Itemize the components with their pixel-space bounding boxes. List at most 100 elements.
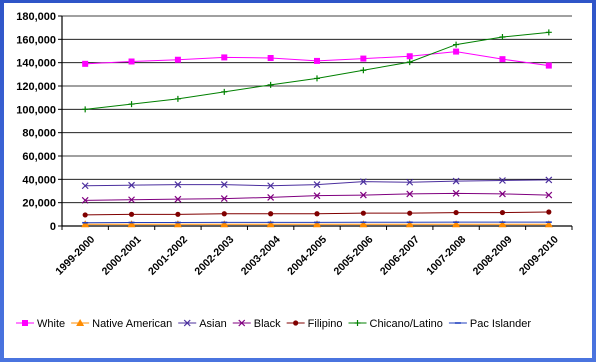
data-point <box>183 319 191 327</box>
data-point <box>498 220 507 228</box>
data-point <box>128 196 135 204</box>
data-point <box>267 55 274 61</box>
series-pac-islander <box>82 221 552 224</box>
data-point <box>453 209 459 216</box>
legend-item-filipino: Filipino <box>286 318 343 330</box>
data-point <box>499 34 506 40</box>
y-tick-label: 180,000 <box>16 11 56 23</box>
grid-lines <box>62 15 572 204</box>
series-white <box>82 48 552 69</box>
data-point <box>406 59 413 66</box>
data-point <box>313 192 321 200</box>
y-tick-label: 80,000 <box>22 128 56 140</box>
data-point <box>174 181 182 189</box>
x-tick-label: 2003-2004 <box>239 234 283 278</box>
series-asian <box>81 176 553 190</box>
x-tick-label: 2004-2005 <box>285 234 329 278</box>
y-tick-label: 160,000 <box>16 34 56 46</box>
data-point <box>499 190 506 198</box>
data-point <box>314 75 320 82</box>
data-point <box>314 57 320 64</box>
data-point <box>175 211 181 217</box>
legend-item-black: Black <box>232 318 281 330</box>
data-point <box>314 211 320 217</box>
data-point <box>546 209 552 215</box>
data-point <box>452 220 461 228</box>
data-point <box>544 220 553 228</box>
data-point <box>406 190 414 198</box>
data-point <box>293 320 299 326</box>
series-layer <box>81 29 553 228</box>
y-tick-labels: 0 20,000 40,000 60,000 80,000 100,000 120,000 1… <box>16 11 56 233</box>
legend-label: White <box>37 318 65 330</box>
data-point <box>545 29 552 36</box>
series-line <box>85 31 549 110</box>
data-point <box>82 212 88 218</box>
data-point <box>221 211 227 217</box>
y-tick-label: 100,000 <box>16 104 56 116</box>
data-point <box>127 220 136 228</box>
y-tick-label: 120,000 <box>16 81 56 93</box>
data-point <box>82 60 89 67</box>
data-point <box>453 48 460 55</box>
data-point <box>360 67 367 74</box>
data-point <box>76 319 85 326</box>
legend-label: Filipino <box>308 318 343 330</box>
series-filipino <box>82 209 552 218</box>
data-point <box>174 95 181 102</box>
data-point <box>545 176 553 184</box>
data-point <box>128 181 135 189</box>
data-point <box>128 211 135 217</box>
data-point <box>267 182 275 190</box>
legend-label: Pac Islander <box>470 318 531 330</box>
series-black <box>81 189 553 204</box>
data-point <box>545 191 553 199</box>
data-point <box>360 55 367 62</box>
x-tick-label: 2009-2010 <box>517 234 561 278</box>
y-tick-label: 60,000 <box>22 151 56 163</box>
data-point <box>359 178 367 186</box>
x-tick-label: 2006-2007 <box>378 234 422 278</box>
x-tick-label: 1999-2000 <box>53 234 97 278</box>
data-point <box>220 195 228 203</box>
x-tick-label: 2002-2003 <box>192 234 236 278</box>
data-point <box>221 54 228 61</box>
data-point <box>405 220 414 228</box>
data-point <box>545 62 552 69</box>
data-point <box>406 178 414 186</box>
data-point <box>267 193 275 201</box>
data-point <box>452 177 460 185</box>
data-point <box>220 181 228 189</box>
y-tick-label: 40,000 <box>22 174 56 186</box>
data-point <box>452 189 460 197</box>
data-point <box>360 210 366 216</box>
legend-item-chicano-latino: Chicano/Latino <box>348 318 443 330</box>
data-point <box>174 195 182 203</box>
x-tick-labels: 1999-2000 2000-2001 2001-2002 2002-2003 2003… <box>53 234 561 278</box>
legend-item-pac-islander: Pac Islander <box>448 318 531 330</box>
legend-label: Chicano/Latino <box>370 318 443 330</box>
x-tick-label: 2001-2002 <box>146 234 190 278</box>
data-point <box>266 220 275 228</box>
data-point <box>238 319 246 327</box>
legend-label: Black <box>254 318 281 330</box>
y-tick-label: 0 <box>50 221 56 233</box>
data-point <box>499 56 506 63</box>
data-point <box>406 53 413 60</box>
data-point <box>128 101 135 108</box>
data-point <box>313 220 321 228</box>
data-point <box>22 320 28 326</box>
x-tick-label: 2008-2009 <box>471 234 515 278</box>
x-tick-label: 2000-2001 <box>100 234 144 278</box>
data-point <box>220 220 229 228</box>
chart-panel: 0 20,000 40,000 60,000 80,000 100,000 120,000 1… <box>4 3 592 358</box>
data-point <box>267 81 274 88</box>
data-point <box>407 210 413 216</box>
legend: White Native American Asian Black Filipino Ch… <box>16 318 531 330</box>
legend-item-white: White <box>16 318 65 330</box>
data-point <box>81 196 89 204</box>
data-point <box>359 220 368 228</box>
data-point <box>81 220 90 228</box>
data-point <box>499 177 506 184</box>
line-chart: 0 20,000 40,000 60,000 80,000 100,000 120,000 1… <box>16 11 573 330</box>
